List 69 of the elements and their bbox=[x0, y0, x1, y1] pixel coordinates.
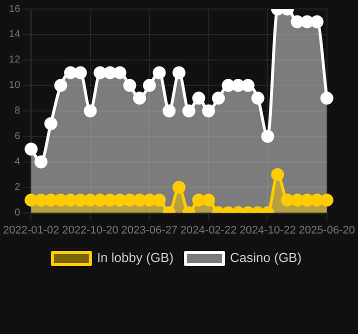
point bbox=[212, 92, 225, 105]
point bbox=[320, 92, 334, 105]
point bbox=[310, 15, 324, 28]
point bbox=[251, 92, 264, 105]
legend-label: In lobby (GB) bbox=[96, 250, 174, 266]
point bbox=[94, 194, 107, 207]
point bbox=[142, 78, 156, 92]
x-tick-label: 2023-06-27 bbox=[121, 224, 178, 236]
x-tick-label: 2024-10-22 bbox=[240, 224, 296, 236]
point bbox=[103, 194, 116, 207]
point bbox=[34, 155, 48, 168]
y-tick-label: 10 bbox=[9, 80, 21, 92]
y-tick-label: 4 bbox=[14, 156, 21, 168]
y-tick-label: 2 bbox=[14, 182, 21, 194]
point bbox=[152, 194, 166, 207]
point bbox=[300, 15, 314, 28]
point bbox=[232, 78, 245, 92]
y-tick-label: 8 bbox=[14, 106, 21, 117]
point bbox=[222, 78, 235, 92]
point bbox=[94, 66, 107, 80]
point bbox=[113, 194, 126, 207]
point bbox=[162, 104, 176, 118]
y-tick-label: 14 bbox=[9, 29, 21, 40]
point bbox=[74, 194, 87, 207]
point bbox=[192, 194, 206, 207]
x-tick-label: 2022-10-20 bbox=[62, 224, 118, 236]
point bbox=[202, 104, 216, 118]
point bbox=[123, 194, 136, 207]
point bbox=[74, 66, 87, 80]
point bbox=[290, 194, 304, 207]
x-tick-label: 2025-06-20 bbox=[298, 224, 356, 236]
point bbox=[182, 104, 196, 118]
y-tick-label: 12 bbox=[9, 54, 21, 66]
point bbox=[142, 194, 156, 207]
point bbox=[113, 66, 126, 80]
point bbox=[34, 194, 48, 207]
point bbox=[84, 194, 97, 207]
point bbox=[64, 194, 78, 207]
x-tick-label: 2024-02-22 bbox=[180, 224, 237, 236]
point bbox=[133, 194, 146, 207]
point bbox=[271, 168, 284, 182]
point bbox=[172, 180, 186, 194]
point bbox=[64, 66, 78, 80]
point bbox=[54, 78, 68, 92]
point bbox=[202, 194, 216, 207]
point bbox=[320, 194, 334, 207]
point bbox=[242, 78, 255, 92]
point bbox=[172, 66, 186, 80]
legend-label: Casino (GB) bbox=[230, 250, 302, 266]
point bbox=[290, 15, 304, 28]
point bbox=[44, 194, 58, 207]
point bbox=[192, 92, 206, 105]
point bbox=[133, 92, 146, 105]
x-tick-label: 2022-01-02 bbox=[2, 224, 60, 236]
point bbox=[280, 194, 294, 207]
point bbox=[54, 194, 68, 207]
point bbox=[300, 194, 314, 207]
y-tick-label: 6 bbox=[14, 131, 21, 142]
point bbox=[261, 130, 274, 143]
point bbox=[24, 194, 38, 207]
point bbox=[44, 117, 58, 130]
point bbox=[310, 194, 324, 207]
point bbox=[152, 66, 166, 80]
point bbox=[24, 142, 38, 156]
point bbox=[84, 104, 97, 118]
y-tick-label: 16 bbox=[9, 4, 21, 15]
point bbox=[123, 78, 136, 92]
y-tick-label: 0 bbox=[14, 208, 21, 219]
point bbox=[103, 66, 116, 80]
